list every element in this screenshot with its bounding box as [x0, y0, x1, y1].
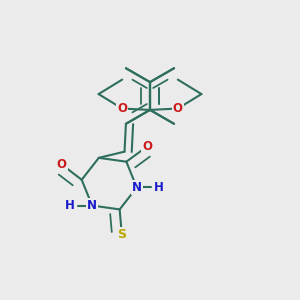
Text: N: N — [132, 181, 142, 194]
Text: S: S — [117, 229, 126, 242]
Text: N: N — [87, 199, 97, 212]
Text: H: H — [154, 181, 164, 194]
Text: O: O — [173, 102, 183, 115]
Text: O: O — [57, 158, 67, 171]
Text: H: H — [65, 199, 75, 212]
Text: O: O — [142, 140, 152, 153]
Text: O: O — [117, 102, 127, 115]
